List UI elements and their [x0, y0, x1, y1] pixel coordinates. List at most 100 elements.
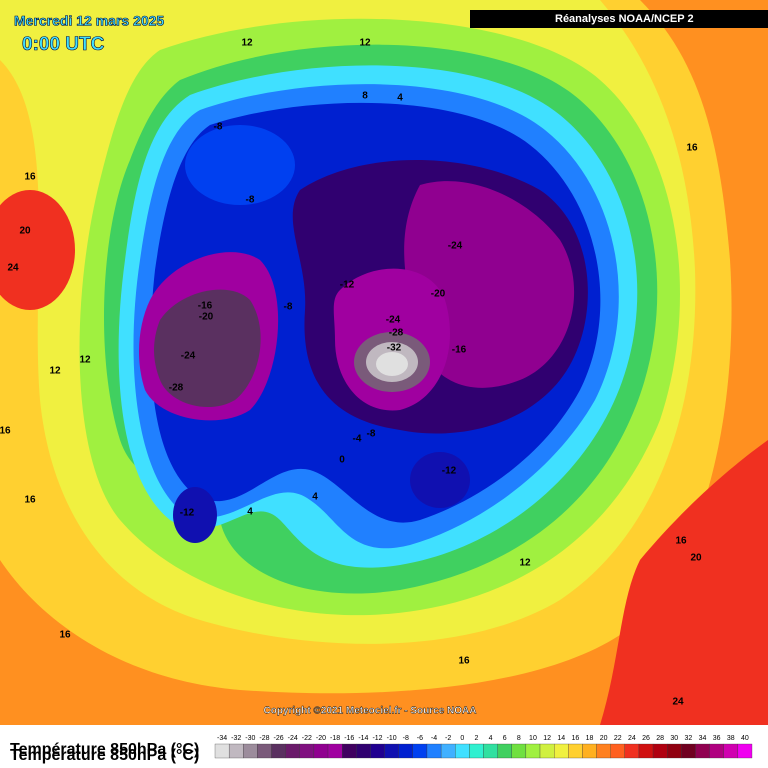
contour-label: 12: [79, 355, 91, 366]
legend-tick: -12: [372, 735, 382, 742]
legend-tick: -8: [403, 735, 409, 742]
legend-swatch: [525, 743, 541, 759]
contour-label: 12: [49, 366, 61, 377]
contour-label: 16: [59, 630, 71, 641]
legend-swatch: [440, 743, 456, 759]
legend-tick: 4: [489, 735, 493, 742]
legend-tick: 0: [460, 735, 464, 742]
contour-label: 16: [458, 656, 470, 667]
contour-label: 4: [312, 492, 318, 503]
legend-tick: -22: [302, 735, 312, 742]
legend-swatch: [356, 743, 371, 759]
contour-label: -20: [199, 312, 214, 323]
contour-label: -8: [214, 122, 223, 133]
legend-swatch: [511, 743, 527, 759]
legend-tick: -34: [217, 735, 227, 742]
contour-label: -32: [387, 343, 402, 354]
legend-swatch: [568, 743, 583, 759]
contour-label: 16: [675, 536, 687, 547]
contour-label: -28: [389, 328, 404, 339]
contour-label: -8: [246, 195, 255, 206]
legend-swatch: [243, 743, 258, 759]
contour-label: -8: [367, 429, 376, 440]
legend-tick: 28: [656, 735, 664, 742]
legend-title: Température 850hPa (°C): [10, 741, 199, 758]
contour-label: 4: [397, 93, 403, 104]
legend-swatch: [299, 743, 315, 759]
copyright: Copyright ©2021 Meteociel.fr - Source NO…: [264, 706, 477, 717]
contour-label: -16: [452, 345, 467, 356]
legend-swatch: [342, 743, 357, 759]
legend-swatch: [695, 743, 710, 759]
legend-tick: 16: [571, 735, 579, 742]
legend-swatch: [426, 743, 442, 759]
legend-swatch: [228, 743, 244, 759]
legend-tick: 40: [741, 735, 749, 742]
contour-label: 16: [24, 172, 36, 183]
legend-swatch: [638, 743, 654, 759]
date-title: Mercredi 12 mars 2025: [14, 13, 164, 29]
contour-label: -16: [198, 301, 213, 312]
legend-swatch: [469, 743, 484, 759]
legend-tick: -6: [417, 735, 423, 742]
legend-tick: -30: [245, 735, 255, 742]
temperature-field: [0, 0, 768, 725]
contour-label: -28: [169, 383, 184, 394]
contour-label: -20: [431, 289, 446, 300]
source-label: Réanalyses NOAA/NCEP 2: [555, 13, 694, 25]
legend-swatch: [257, 743, 272, 759]
legend-swatch: [709, 743, 724, 759]
contour-label: 16: [0, 426, 11, 437]
legend-swatch: [271, 743, 286, 759]
legend-tick: 14: [557, 735, 565, 742]
legend-swatch: [610, 743, 625, 759]
legend-swatch: [497, 743, 512, 759]
legend-tick: 26: [642, 735, 650, 742]
legend-swatch: [384, 743, 399, 759]
legend-swatch: [667, 743, 682, 759]
legend-tick: -4: [431, 735, 437, 742]
legend-tick: 6: [503, 735, 507, 742]
legend-tick: -2: [445, 735, 451, 742]
contour-label: 24: [7, 263, 19, 274]
legend-swatch: [652, 743, 668, 759]
contour-label: 12: [359, 38, 371, 49]
legend-tick: 38: [727, 735, 735, 742]
legend-swatch: [370, 743, 385, 759]
legend-tick: 32: [685, 735, 693, 742]
legend-swatch: [313, 743, 329, 759]
legend-tick: 2: [474, 735, 478, 742]
legend-swatch: [214, 743, 230, 759]
legend-tick: 34: [699, 735, 707, 742]
legend-swatch: [539, 743, 555, 759]
legend-swatch: [398, 743, 413, 759]
contour-label: 16: [24, 495, 36, 506]
legend-tick: -18: [330, 735, 340, 742]
legend-swatch: [624, 743, 640, 759]
legend-tick: -16: [344, 735, 354, 742]
legend-tick: 30: [670, 735, 678, 742]
legend-tick: 22: [614, 735, 622, 742]
header-box: [470, 10, 768, 28]
contour-label: 24: [672, 697, 684, 708]
legend-tick: -24: [288, 735, 298, 742]
legend-tick: -14: [358, 735, 368, 742]
contour-label: 20: [690, 553, 702, 564]
contour-label: 8: [362, 91, 368, 102]
contour-label: -24: [448, 241, 463, 252]
contour-label: -12: [180, 508, 195, 519]
contour-label: 4: [247, 507, 253, 518]
contour-label: -4: [353, 434, 362, 445]
legend-tick: 24: [628, 735, 636, 742]
legend-tick: -32: [231, 735, 241, 742]
legend-tick: 10: [529, 735, 537, 742]
legend-swatch: [285, 743, 300, 759]
contour-label: -24: [386, 315, 401, 326]
legend-swatch: [582, 743, 597, 759]
legend-tick: 20: [600, 735, 608, 742]
legend-tick: 8: [517, 735, 521, 742]
contour-label: -24: [181, 351, 196, 362]
legend-swatch: [737, 743, 753, 759]
